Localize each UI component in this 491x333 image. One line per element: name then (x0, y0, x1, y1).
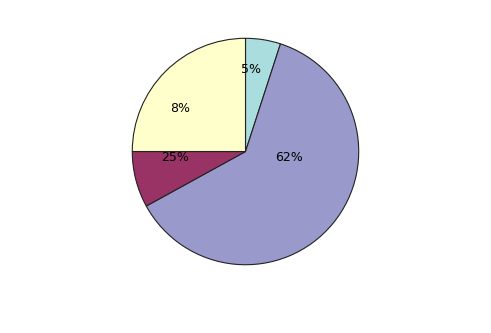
Text: 5%: 5% (241, 64, 261, 77)
Wedge shape (132, 152, 246, 206)
Wedge shape (246, 38, 280, 152)
Wedge shape (132, 38, 246, 152)
Text: 8%: 8% (170, 102, 190, 115)
Text: 62%: 62% (274, 151, 302, 164)
Text: 25%: 25% (162, 151, 189, 164)
Wedge shape (146, 44, 359, 265)
